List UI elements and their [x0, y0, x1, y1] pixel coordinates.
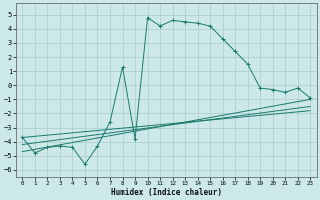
- X-axis label: Humidex (Indice chaleur): Humidex (Indice chaleur): [111, 188, 222, 197]
